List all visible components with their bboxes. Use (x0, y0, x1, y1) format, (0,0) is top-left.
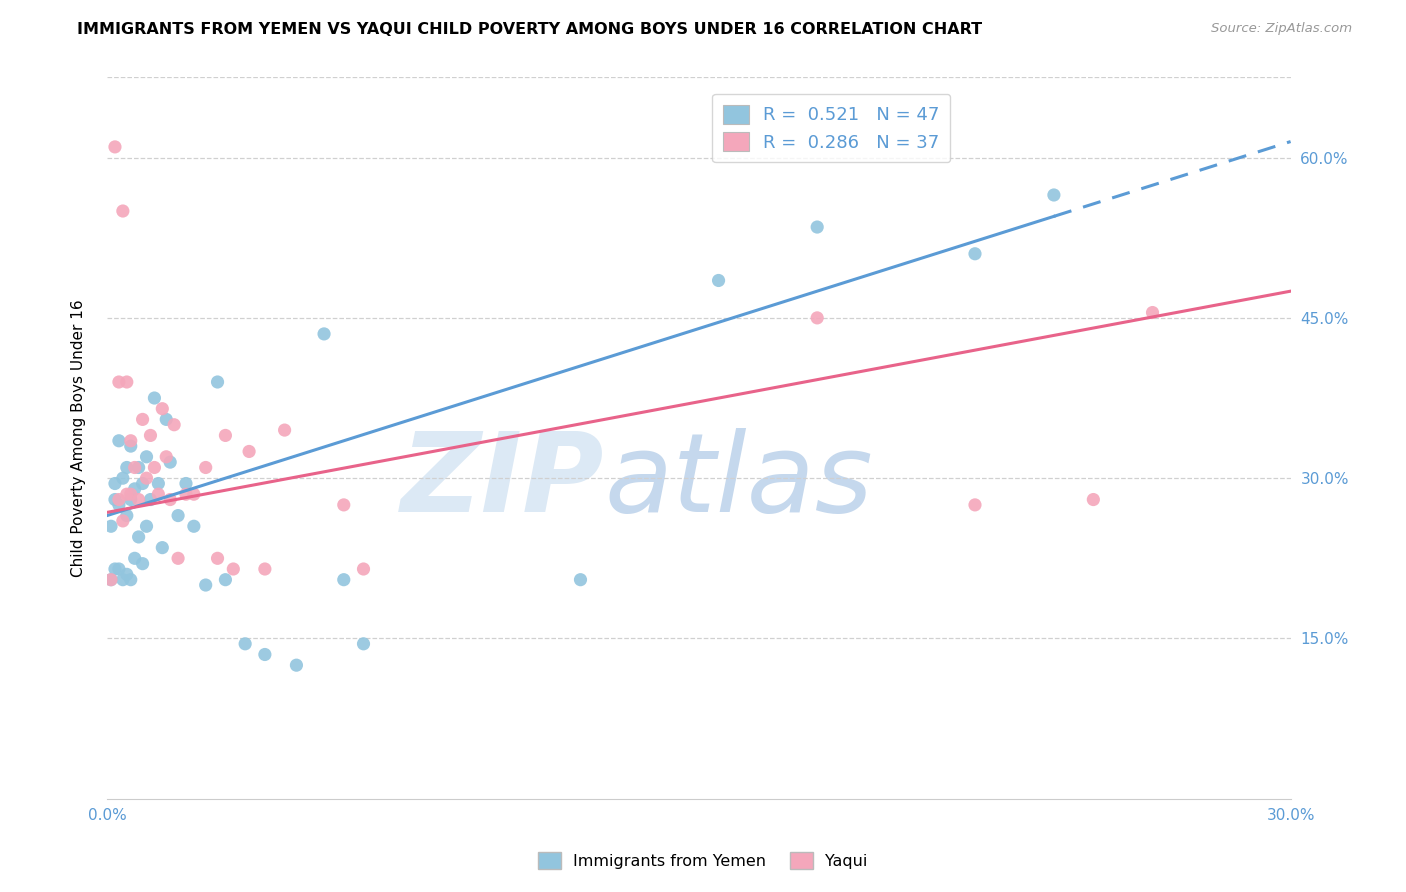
Point (120, 492, 142, 507)
Point (167, 551, 190, 566)
Text: atlas: atlas (605, 428, 873, 535)
Point (143, 460, 166, 475)
Legend: R =  0.521   N = 47, R =  0.286   N = 37: R = 0.521 N = 47, R = 0.286 N = 37 (713, 94, 950, 162)
Point (135, 471, 157, 485)
Point (104, 140, 127, 154)
Point (150, 401, 173, 416)
Point (108, 562, 131, 576)
Point (207, 375, 229, 389)
Point (135, 450, 157, 464)
Point (569, 573, 592, 587)
Text: ZIP: ZIP (401, 428, 605, 535)
Point (108, 498, 131, 512)
Point (214, 428, 236, 442)
Point (111, 573, 134, 587)
Point (131, 476, 153, 491)
Point (115, 375, 138, 389)
Point (273, 423, 295, 437)
Point (707, 273, 730, 287)
Point (333, 573, 356, 587)
Point (115, 508, 138, 523)
Point (111, 514, 134, 528)
Text: IMMIGRANTS FROM YEMEN VS YAQUI CHILD POVERTY AMONG BOYS UNDER 16 CORRELATION CHA: IMMIGRANTS FROM YEMEN VS YAQUI CHILD POV… (77, 22, 983, 37)
Point (312, 326, 335, 341)
Point (806, 310, 828, 325)
Point (174, 487, 197, 501)
Point (159, 492, 181, 507)
Point (111, 204, 134, 219)
Point (222, 562, 245, 576)
Point (124, 482, 146, 496)
Legend: Immigrants from Yemen, Yaqui: Immigrants from Yemen, Yaqui (531, 846, 875, 875)
Point (1083, 492, 1105, 507)
Point (139, 428, 162, 442)
Point (120, 434, 142, 448)
Point (148, 476, 170, 491)
Point (104, 476, 127, 491)
Point (131, 412, 153, 426)
Text: Source: ZipAtlas.com: Source: ZipAtlas.com (1212, 22, 1353, 36)
Point (806, 220, 828, 235)
Point (104, 492, 127, 507)
Point (194, 578, 217, 592)
Point (253, 648, 276, 662)
Point (139, 492, 162, 507)
Point (155, 412, 177, 426)
Point (963, 246, 986, 260)
Point (148, 487, 170, 501)
Point (135, 519, 157, 533)
Point (285, 658, 308, 673)
Point (120, 573, 142, 587)
Point (104, 562, 127, 576)
Point (128, 492, 150, 507)
Point (1142, 305, 1164, 319)
Point (124, 551, 146, 566)
Point (115, 567, 138, 582)
Point (100, 573, 122, 587)
Point (333, 498, 356, 512)
Point (108, 492, 131, 507)
Point (253, 562, 276, 576)
Point (155, 450, 177, 464)
Point (159, 455, 181, 469)
Point (150, 541, 173, 555)
Point (163, 417, 186, 432)
Point (233, 637, 256, 651)
Point (131, 557, 153, 571)
Point (108, 375, 131, 389)
Point (108, 434, 131, 448)
Point (353, 562, 375, 576)
Point (238, 444, 260, 458)
Point (120, 439, 142, 453)
Point (207, 551, 229, 566)
Y-axis label: Child Poverty Among Boys Under 16: Child Poverty Among Boys Under 16 (72, 300, 86, 577)
Point (194, 460, 217, 475)
Point (174, 476, 197, 491)
Point (120, 487, 142, 501)
Point (111, 471, 134, 485)
Point (115, 460, 138, 475)
Point (128, 460, 150, 475)
Point (100, 573, 122, 587)
Point (128, 530, 150, 544)
Point (183, 487, 205, 501)
Point (115, 487, 138, 501)
Point (214, 573, 236, 587)
Point (124, 460, 146, 475)
Point (1043, 188, 1066, 202)
Point (183, 519, 205, 533)
Point (353, 637, 375, 651)
Point (100, 519, 122, 533)
Point (963, 498, 986, 512)
Point (143, 391, 166, 405)
Point (167, 508, 190, 523)
